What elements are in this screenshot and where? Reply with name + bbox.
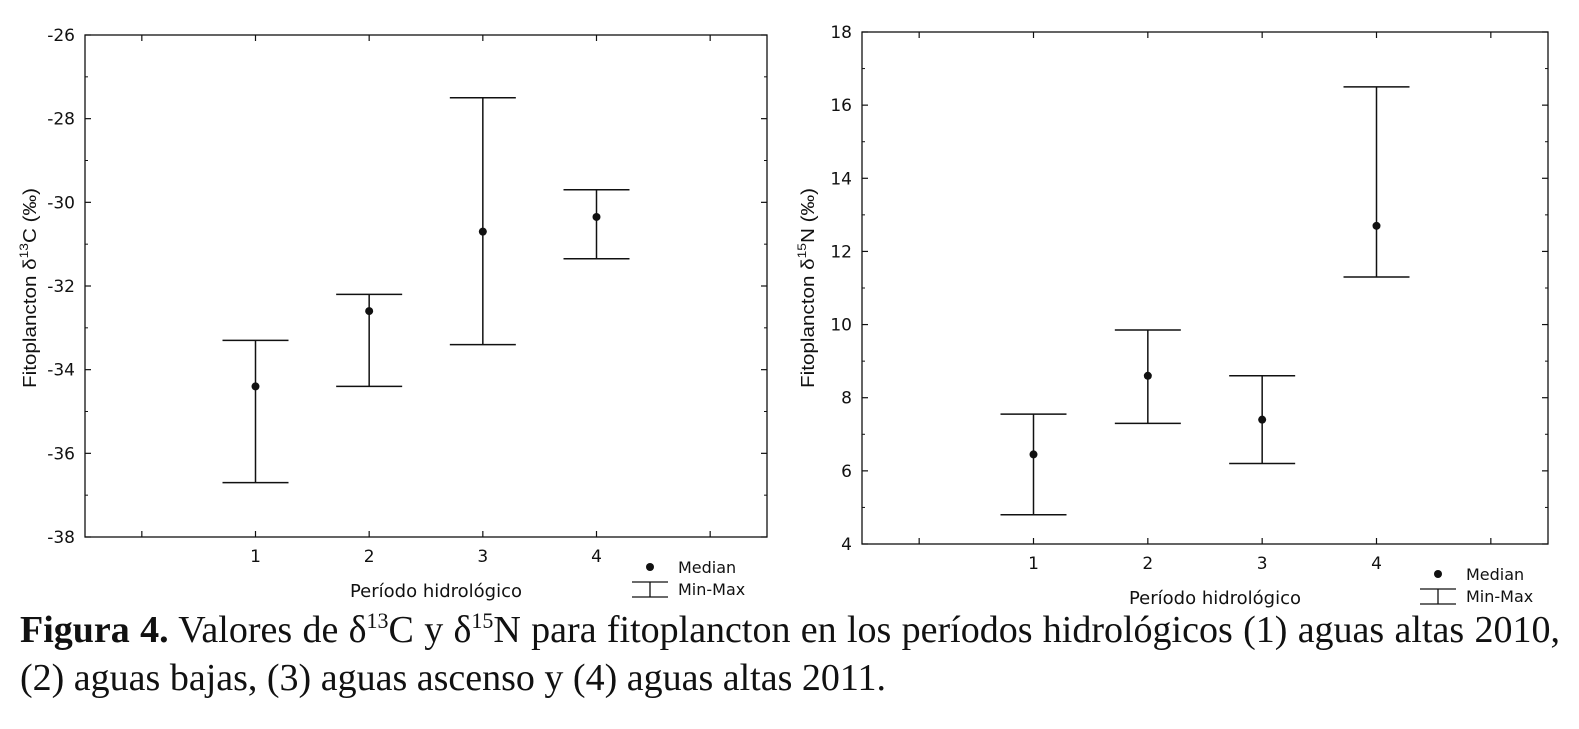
y-tick-label: -26 <box>47 26 75 46</box>
y-axis-label: Fitoplancton δ13C (‰) <box>17 188 40 388</box>
median-point <box>1372 221 1381 230</box>
x-axis-label: Período hidrológico <box>350 581 522 602</box>
y-tick-label: 8 <box>841 389 852 409</box>
y-tick-label: -36 <box>47 444 75 464</box>
y-tick-label: -32 <box>47 277 75 297</box>
y-tick-label: 6 <box>841 462 852 482</box>
x-tick-label: 1 <box>250 547 261 567</box>
plot-frame <box>861 31 1549 545</box>
x-tick-label: 1 <box>1028 554 1039 574</box>
x-axis-label: Período hidrológico <box>1129 588 1301 609</box>
median-point <box>1143 371 1152 380</box>
x-tick-label: 4 <box>1371 554 1382 574</box>
y-tick-label: -38 <box>47 528 75 548</box>
chart-carbon-panel: -38 -36 -34 -32 -30 -28 -26 1 2 3 4 Período hidroló… <box>17 26 768 602</box>
legend-median-label: Median <box>1466 565 1524 584</box>
caption-text-3: N para fitoplancton en los períodos hidr… <box>20 609 1560 699</box>
legend-range-label: Min-Max <box>678 580 745 599</box>
y-tick-label: -28 <box>47 110 75 130</box>
caption-label: Figura 4. <box>20 609 169 651</box>
x-tick-label: 3 <box>477 547 488 567</box>
legend-median-label: Median <box>678 558 736 577</box>
x-tick-label: 4 <box>591 547 602 567</box>
y-tick-label: -30 <box>47 193 75 213</box>
median-point <box>1258 415 1267 424</box>
y-axis-label: Fitoplancton δ15N (‰) <box>795 188 818 388</box>
caption-sup-2: 15 <box>471 608 494 633</box>
legend-median-marker <box>1434 570 1442 578</box>
y-tick-label: 4 <box>841 535 852 555</box>
y-tick-label: 18 <box>830 23 852 43</box>
caption-sup-1: 13 <box>366 608 389 633</box>
y-tick-label: 16 <box>830 96 852 116</box>
y-tick-label: 12 <box>830 242 852 262</box>
y-tick-label: 10 <box>830 316 852 336</box>
x-tick-label: 3 <box>1257 554 1268 574</box>
legend-median-marker <box>646 563 654 571</box>
plot-frame <box>84 34 768 538</box>
median-point <box>1029 450 1038 459</box>
x-tick-label: 2 <box>364 547 375 567</box>
median-point <box>365 307 374 316</box>
caption-text-1: Valores de δ <box>168 609 367 651</box>
median-point <box>478 227 487 236</box>
median-point <box>251 382 260 391</box>
median-point <box>592 212 601 221</box>
y-tick-label: -34 <box>47 361 75 381</box>
caption-text-2: C y δ <box>388 609 472 651</box>
legend-range-label: Min-Max <box>1466 587 1533 606</box>
y-tick-label: 14 <box>830 169 852 189</box>
figure-caption: Figura 4. Valores de δ13C y δ15N para fi… <box>20 606 1560 702</box>
x-tick-label: 2 <box>1142 554 1153 574</box>
